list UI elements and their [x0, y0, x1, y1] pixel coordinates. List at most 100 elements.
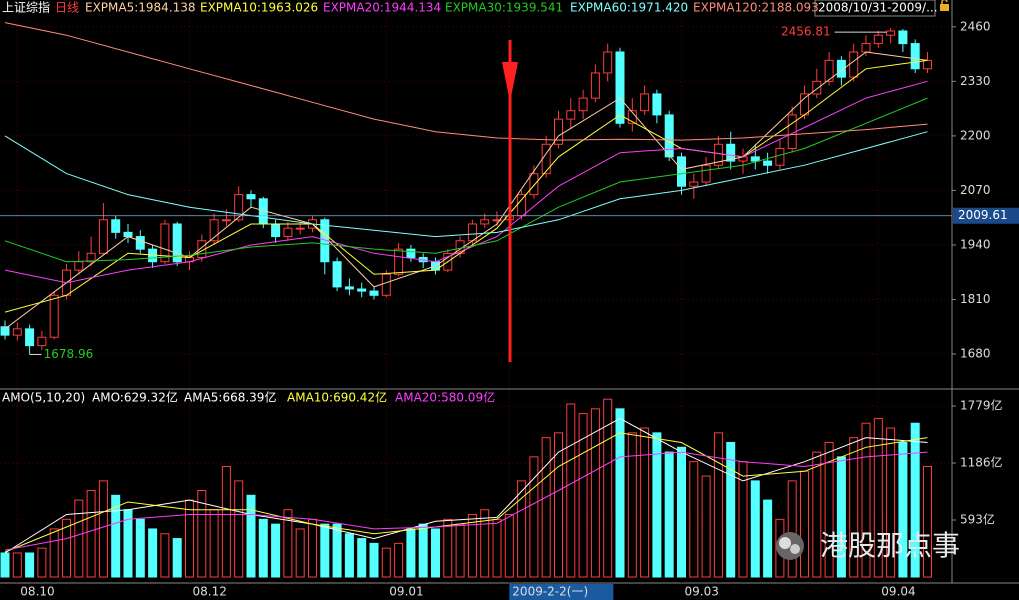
- x-tick-label: 08.10: [20, 585, 54, 599]
- volume-bar: [664, 451, 674, 578]
- candle-body: [910, 43, 920, 70]
- volume-bar: [812, 451, 822, 578]
- volume-bar: [234, 480, 244, 578]
- lock-icon: [941, 0, 948, 4]
- volume-bar: [627, 432, 637, 578]
- legend-entry: AMA10:690.42亿: [287, 390, 387, 405]
- candle-body: [172, 223, 182, 263]
- volume-bar: [394, 542, 404, 578]
- candle-body: [369, 290, 379, 296]
- x-tick-label: 09.04: [881, 585, 915, 599]
- legend-entry: AMA5:668.39亿: [184, 390, 276, 405]
- period: 日线: [55, 1, 79, 15]
- y-tick-label: 593亿: [960, 512, 995, 527]
- volume-bar: [160, 533, 170, 578]
- volume-bar: [492, 518, 502, 578]
- x-label-highlight: [509, 584, 614, 600]
- candle-body: [836, 59, 846, 78]
- volume-bar: [148, 528, 158, 578]
- volume-bar: [566, 403, 576, 578]
- candle-body: [246, 194, 256, 200]
- legend-entry: EXPMA5:1984.138: [85, 1, 196, 15]
- candle-body: [886, 30, 896, 36]
- candle-body: [357, 288, 367, 292]
- candle-body: [861, 43, 871, 53]
- candle-body: [406, 248, 416, 259]
- legend-entry: EXPMA20:1944.134: [323, 1, 441, 15]
- volume-bar: [406, 528, 416, 578]
- volume-bar: [12, 552, 22, 578]
- candle-body: [283, 227, 293, 238]
- candle-body: [234, 194, 244, 221]
- ama-line: [4, 451, 928, 551]
- ma-line: [4, 51, 928, 330]
- volume-bar: [541, 437, 551, 578]
- candle-body: [111, 219, 121, 233]
- volume-bar: [824, 441, 834, 578]
- volume-subtitle: AMO:629.32亿: [92, 390, 178, 405]
- candle-body: [750, 156, 760, 162]
- candle-body: [873, 34, 883, 45]
- volume-bar: [344, 533, 354, 578]
- candle-body: [12, 328, 22, 336]
- volume-bar: [332, 523, 342, 578]
- date-range[interactable]: 2008/10/31-2009/...: [818, 1, 938, 15]
- volume-bar: [578, 413, 588, 578]
- volume-bar: [652, 432, 662, 578]
- y-tick-label: 2460: [960, 19, 991, 33]
- candle-body: [652, 93, 662, 116]
- volume-bar: [369, 542, 379, 578]
- candle-body: [49, 294, 59, 338]
- ma-line: [4, 131, 928, 238]
- volume-bar: [467, 514, 477, 578]
- y-tick-label: 1779亿: [960, 398, 1003, 413]
- volume-bar: [554, 432, 563, 578]
- volume-bar: [504, 514, 514, 578]
- ama-line: [4, 432, 928, 553]
- candle-body: [123, 231, 133, 238]
- volume-bar: [861, 422, 871, 578]
- volume-bar: [701, 475, 711, 578]
- volume-bar: [62, 518, 71, 578]
- legend-entry: EXPMA30:1939.541: [445, 1, 563, 15]
- y-tick-label: 1186亿: [960, 455, 1003, 470]
- candle-body: [566, 110, 576, 120]
- legend-entry: AMA20:580.09亿: [395, 390, 495, 405]
- candle-body: [332, 261, 342, 288]
- legend-entry: EXPMA60:1971.420: [570, 1, 688, 15]
- ma-line: [4, 97, 928, 263]
- volume-bar: [763, 499, 773, 578]
- y-tick-label: 1940: [960, 237, 991, 251]
- range-box[interactable]: [814, 0, 936, 17]
- watermark-icon: [790, 544, 800, 554]
- volume-bar: [418, 523, 428, 578]
- volume-bar: [873, 417, 883, 578]
- candle-body: [381, 273, 391, 296]
- candle-body: [492, 219, 502, 222]
- volume-bar: [431, 528, 440, 578]
- volume-bar: [111, 494, 121, 578]
- volume-bar: [86, 490, 96, 578]
- x-tick-label: 09.01: [389, 585, 423, 599]
- candle-body: [726, 143, 736, 162]
- watermark-icon: [779, 537, 791, 549]
- candle-body: [849, 51, 859, 78]
- volume-bar: [800, 470, 809, 578]
- candle-body: [344, 286, 354, 290]
- volume-bar: [197, 490, 207, 578]
- candle-body: [701, 164, 711, 183]
- high-label: 2456.81: [781, 25, 831, 39]
- price-box-label: 2009.61: [958, 208, 1008, 222]
- volume-bar: [713, 432, 723, 578]
- volume-bar: [787, 480, 797, 578]
- candle-body: [98, 219, 108, 254]
- candle-body: [295, 227, 305, 230]
- ama-line: [4, 417, 928, 554]
- lock-icon[interactable]: [940, 4, 949, 11]
- volume-bar: [283, 509, 293, 578]
- candle-body: [394, 248, 404, 275]
- candle-body: [590, 72, 600, 99]
- legend-entry: EXPMA120:2188.093: [693, 1, 819, 15]
- candle-body: [640, 93, 650, 112]
